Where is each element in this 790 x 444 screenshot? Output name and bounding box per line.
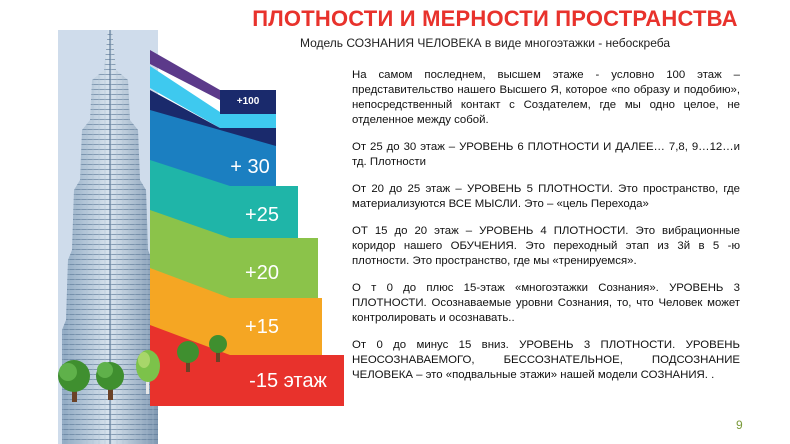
slide-title: ПЛОТНОСТИ И МЕРНОСТИ ПРОСТРАНСТВА bbox=[252, 6, 738, 31]
level-band-15 bbox=[150, 268, 322, 355]
level-band-minus15 bbox=[150, 325, 344, 406]
paragraph-level-15: О т 0 до плюс 15-этаж «многоэтажки Созна… bbox=[352, 282, 740, 324]
level-label-minus15: -15 этаж bbox=[249, 370, 327, 392]
paragraph-level-25: От 20 до 25 этаж – УРОВЕНЬ 5 ПЛОТНОСТИ. … bbox=[352, 183, 740, 210]
paragraph-level-100: На самом последнем, высшем этаже - услов… bbox=[352, 69, 740, 126]
page-number: 9 bbox=[736, 418, 743, 432]
level-label-20: +20 bbox=[245, 262, 279, 284]
level-band-20 bbox=[150, 210, 318, 298]
level-band-top-purple bbox=[150, 50, 220, 100]
level-label-15: +15 bbox=[245, 316, 279, 338]
level-band-25 bbox=[150, 160, 298, 238]
trees-icon bbox=[58, 335, 227, 402]
level-label-100: +100 bbox=[236, 96, 260, 107]
level-label-30: + 30 bbox=[230, 156, 270, 178]
level-label-25: +25 bbox=[245, 204, 279, 226]
description-column: На самом последнем, высшем этаже - услов… bbox=[352, 68, 740, 395]
paragraph-level-30: От 25 до 30 этаж – УРОВЕНЬ 6 ПЛОТНОСТИ И… bbox=[352, 141, 740, 168]
level-band-100 bbox=[220, 90, 276, 114]
paragraph-level-minus15: От 0 до минус 15 вниз. УРОВЕНЬ 3 ПЛОТНОС… bbox=[352, 339, 740, 381]
paragraph-level-20: ОТ 15 до 20 этаж – УРОВЕНЬ 4 ПЛОТНОСТИ. … bbox=[352, 225, 740, 267]
slide-subtitle: Модель СОЗНАНИЯ ЧЕЛОВЕКА в виде многоэта… bbox=[299, 36, 671, 50]
